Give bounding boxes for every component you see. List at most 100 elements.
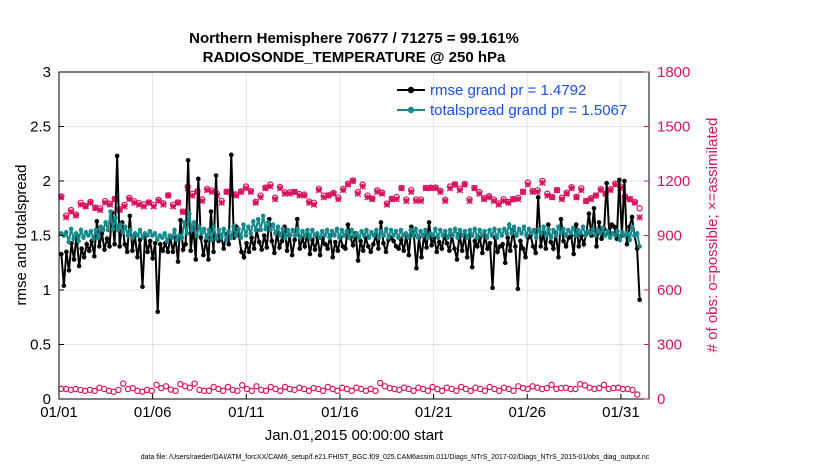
totalspread-point [605,228,610,234]
rmse-point [381,240,386,246]
totalspread-point [68,226,74,232]
rmse-point [513,244,518,249]
totalspread-point [223,237,229,243]
totalspread-point [607,235,613,240]
obs-assimilated-marker [495,201,502,208]
totalspread-point [231,224,236,230]
obs-assimilated-marker [466,197,473,205]
y-tick-label: 0 [43,391,51,408]
rmse-point [130,248,135,254]
totalspread-point [324,227,330,233]
totalspread-point [174,237,180,243]
rmse-point [221,246,226,251]
totalspread-point [450,233,455,238]
rmse-point [269,238,275,244]
rmse-point [439,246,445,251]
obs-assimilated-marker [578,186,585,194]
obs-possible-marker [334,387,341,395]
rmse-point [350,243,356,248]
obs-possible-marker [377,379,384,387]
rmse-point [591,205,597,211]
obs-assimilated-marker [514,195,522,203]
obs-assimilated-marker [369,195,376,203]
obs-assimilated-marker [228,190,235,197]
totalspread-point [287,233,293,238]
obs-possible-marker [234,387,241,395]
obs-assimilated-marker [461,181,468,188]
obs-assimilated-marker [237,188,245,196]
obs-possible-marker [453,387,460,395]
totalspread-point [346,235,352,240]
obs-possible-marker [162,383,170,390]
totalspread-point [88,228,94,234]
totalspread-point [253,227,259,233]
obs-possible-marker [129,384,136,392]
totalspread-point [120,229,126,235]
obs-possible-marker [629,386,636,394]
rmse-point [469,264,475,270]
totalspread-point [440,233,446,238]
obs-assimilated-marker [393,195,400,203]
obs-assimilated-marker [189,192,196,199]
rmse-point [140,284,145,290]
obs-assimilated-marker [145,199,153,207]
totalspread-point [383,226,389,232]
obs-possible-marker [481,387,489,395]
rmse-point [259,247,265,252]
rmse-point [279,238,285,244]
obs-possible-marker [120,380,127,387]
totalspread-point [546,226,551,232]
totalspread-point [447,227,453,233]
totalspread-point [430,233,436,238]
totalspread-point [381,233,387,238]
totalspread-point [423,227,428,233]
obs-possible-marker [595,384,603,392]
rmse-point [365,244,371,249]
rmse-point [211,249,216,255]
totalspread-point [152,231,158,236]
totalspread-point [260,213,266,219]
totalspread-point [506,222,512,227]
series-totalspread [59,209,642,249]
totalspread-point [95,235,101,240]
totalspread-point [438,227,443,233]
obs-possible-marker [205,387,213,395]
obs-assimilated-marker [301,192,308,199]
totalspread-point [327,235,332,240]
totalspread-point [600,225,606,231]
rmse-point [196,176,201,182]
totalspread-point [349,227,355,233]
x-tick-label: 01/21 [415,404,453,421]
rmse-point [208,209,214,214]
obs-assimilated-marker [135,201,143,208]
obs-assimilated-marker [539,179,546,187]
rmse-point [86,248,92,254]
rmse-point [92,253,97,259]
rmse-point [520,246,526,251]
totalspread-point [172,227,177,233]
legend-label-totalspread: totalspread grand pr = 1.5067 [430,102,627,119]
totalspread-point [238,235,244,240]
rmse-point [107,244,112,249]
obs-assimilated-marker [315,186,323,194]
rmse-point [97,244,102,249]
x-tick-label: 01/26 [508,404,546,421]
totalspread-point [233,233,239,238]
rmse-point [261,233,267,238]
rmse-point [383,249,389,255]
totalspread-point [620,229,625,235]
totalspread-point [322,233,327,238]
obs-assimilated-marker [403,197,410,205]
obs-possible-marker [424,387,432,395]
totalspread-point [236,226,241,232]
obs-assimilated-marker [548,194,556,201]
obs-assimilated-marker [140,203,148,210]
totalspread-point [226,228,231,234]
obs-assimilated-marker [510,195,517,203]
obs-possible-marker [153,381,160,389]
totalspread-point [118,222,123,227]
rmse-point [335,248,341,254]
obs-possible-marker [548,381,555,389]
totalspread-point [548,235,554,240]
obs-possible-marker [510,387,517,395]
